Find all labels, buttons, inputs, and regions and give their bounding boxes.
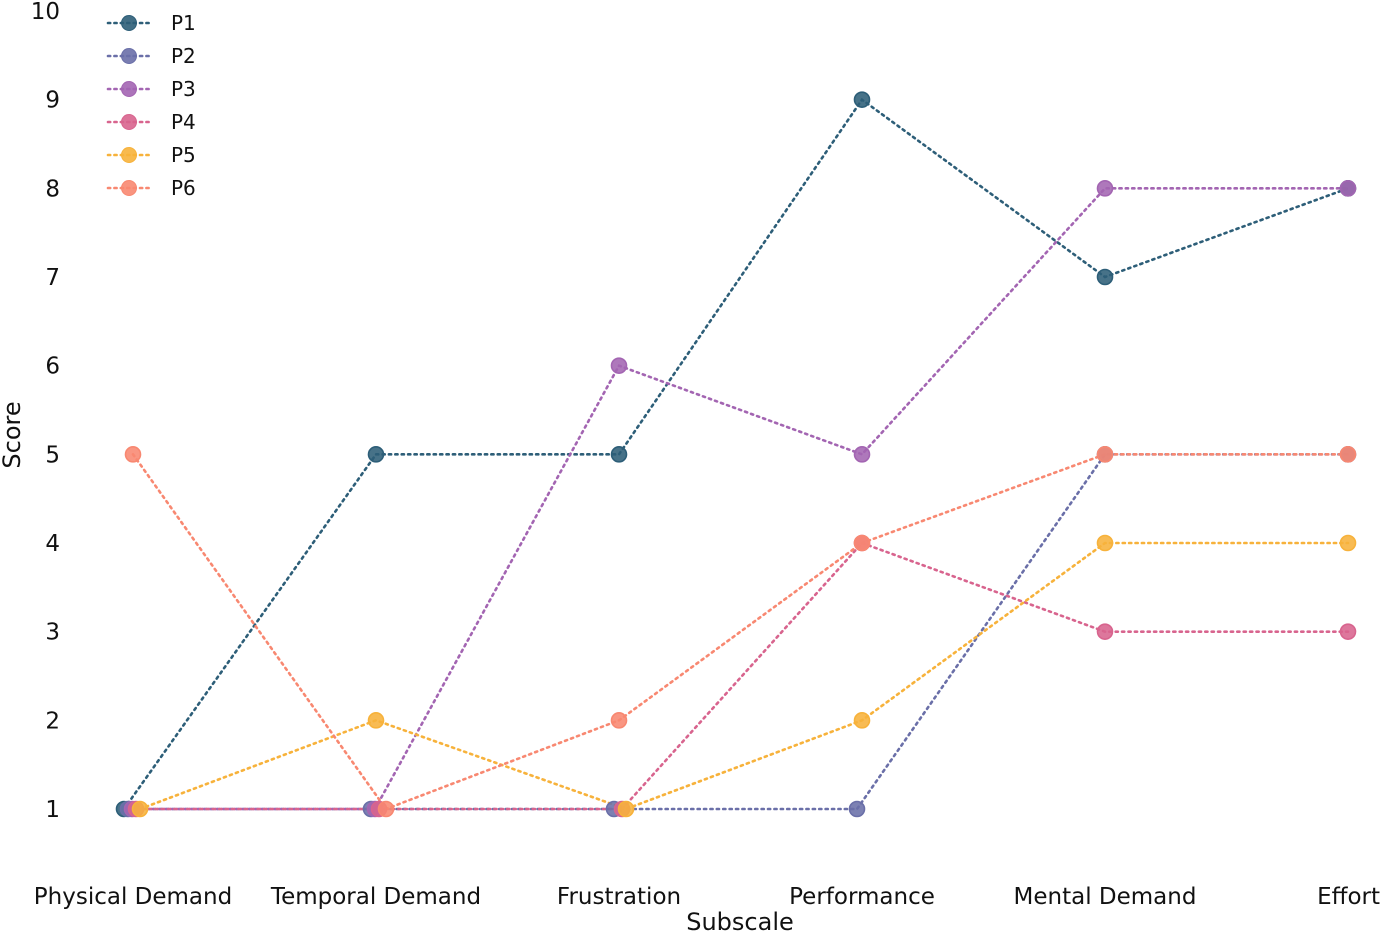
y-tick-label: 4: [45, 531, 60, 557]
series-lines: [122, 97, 1350, 811]
legend-label-p6: P6: [171, 176, 196, 200]
x-axis-title: Subscale: [686, 908, 794, 936]
data-point-p5: [131, 800, 149, 818]
x-axis-ticks: Physical Demand Temporal Demand Frustratio…: [34, 884, 1380, 910]
x-tick-label: Effort: [1317, 884, 1380, 910]
series-line-p6: [131, 453, 1350, 811]
data-point-p6: [124, 446, 142, 463]
y-tick-label: 7: [45, 265, 60, 291]
legend-marker-p3: [121, 81, 137, 97]
series-line-p4: [134, 541, 1350, 811]
data-point-p1: [367, 446, 385, 463]
data-point-p5: [1339, 534, 1357, 552]
x-tick-label: Mental Demand: [1014, 884, 1197, 910]
y-tick-label: 8: [45, 176, 60, 202]
data-point-p4: [1096, 623, 1114, 640]
x-tick-label: Physical Demand: [34, 884, 232, 910]
legend-marker-p1: [121, 15, 137, 31]
legend-label-p4: P4: [171, 110, 196, 134]
y-tick-label: 6: [45, 354, 60, 380]
series-line-p2: [126, 453, 1350, 811]
data-point-p6: [377, 800, 395, 818]
data-point-p2: [848, 800, 866, 818]
x-tick-label: Frustration: [557, 884, 681, 910]
y-tick-label: 2: [45, 708, 60, 734]
data-point-p5: [367, 712, 385, 729]
data-point-p4: [1339, 623, 1357, 640]
y-axis-ticks: 1 2 3 4 5 6 7 8 9 10: [31, 0, 60, 823]
legend-marker-p5: [121, 147, 137, 163]
legend-label-p1: P1: [171, 11, 196, 35]
data-point-p6: [853, 534, 871, 552]
legend-label-p3: P3: [171, 77, 196, 101]
data-point-p1: [1096, 268, 1114, 286]
legend-label-p2: P2: [171, 44, 196, 68]
data-point-p3: [1339, 180, 1357, 197]
data-point-p6: [610, 712, 628, 729]
data-point-p1: [853, 91, 871, 108]
series-line-p5: [138, 541, 1350, 811]
y-tick-label: 5: [45, 442, 60, 468]
data-point-p1: [610, 446, 628, 463]
x-tick-label: Performance: [789, 884, 935, 910]
legend-marker-p6: [121, 180, 137, 196]
legend-label-p5: P5: [171, 143, 196, 167]
data-point-p5: [1096, 534, 1114, 552]
y-tick-label: 3: [45, 620, 60, 646]
y-tick-label: 9: [45, 88, 60, 114]
y-axis-title: Score: [0, 401, 26, 468]
legend-marker-p4: [121, 114, 137, 130]
data-point-p5: [617, 800, 635, 818]
y-tick-label: 1: [45, 797, 60, 823]
data-point-p3: [610, 357, 628, 374]
series-line-p3: [130, 187, 1350, 811]
legend-marker-p2: [121, 48, 137, 64]
data-point-p3: [1096, 180, 1114, 197]
data-point-p6: [1096, 446, 1114, 463]
x-tick-label: Temporal Demand: [270, 884, 481, 910]
series-markers: [115, 91, 1357, 818]
data-point-p3: [853, 446, 871, 463]
data-point-p5: [853, 712, 871, 729]
legend: P1 P2 P3 P4 P5 P6: [106, 11, 196, 200]
y-tick-label: 10: [31, 0, 60, 25]
data-point-p6: [1339, 446, 1357, 463]
series-line-p1: [122, 97, 1350, 811]
